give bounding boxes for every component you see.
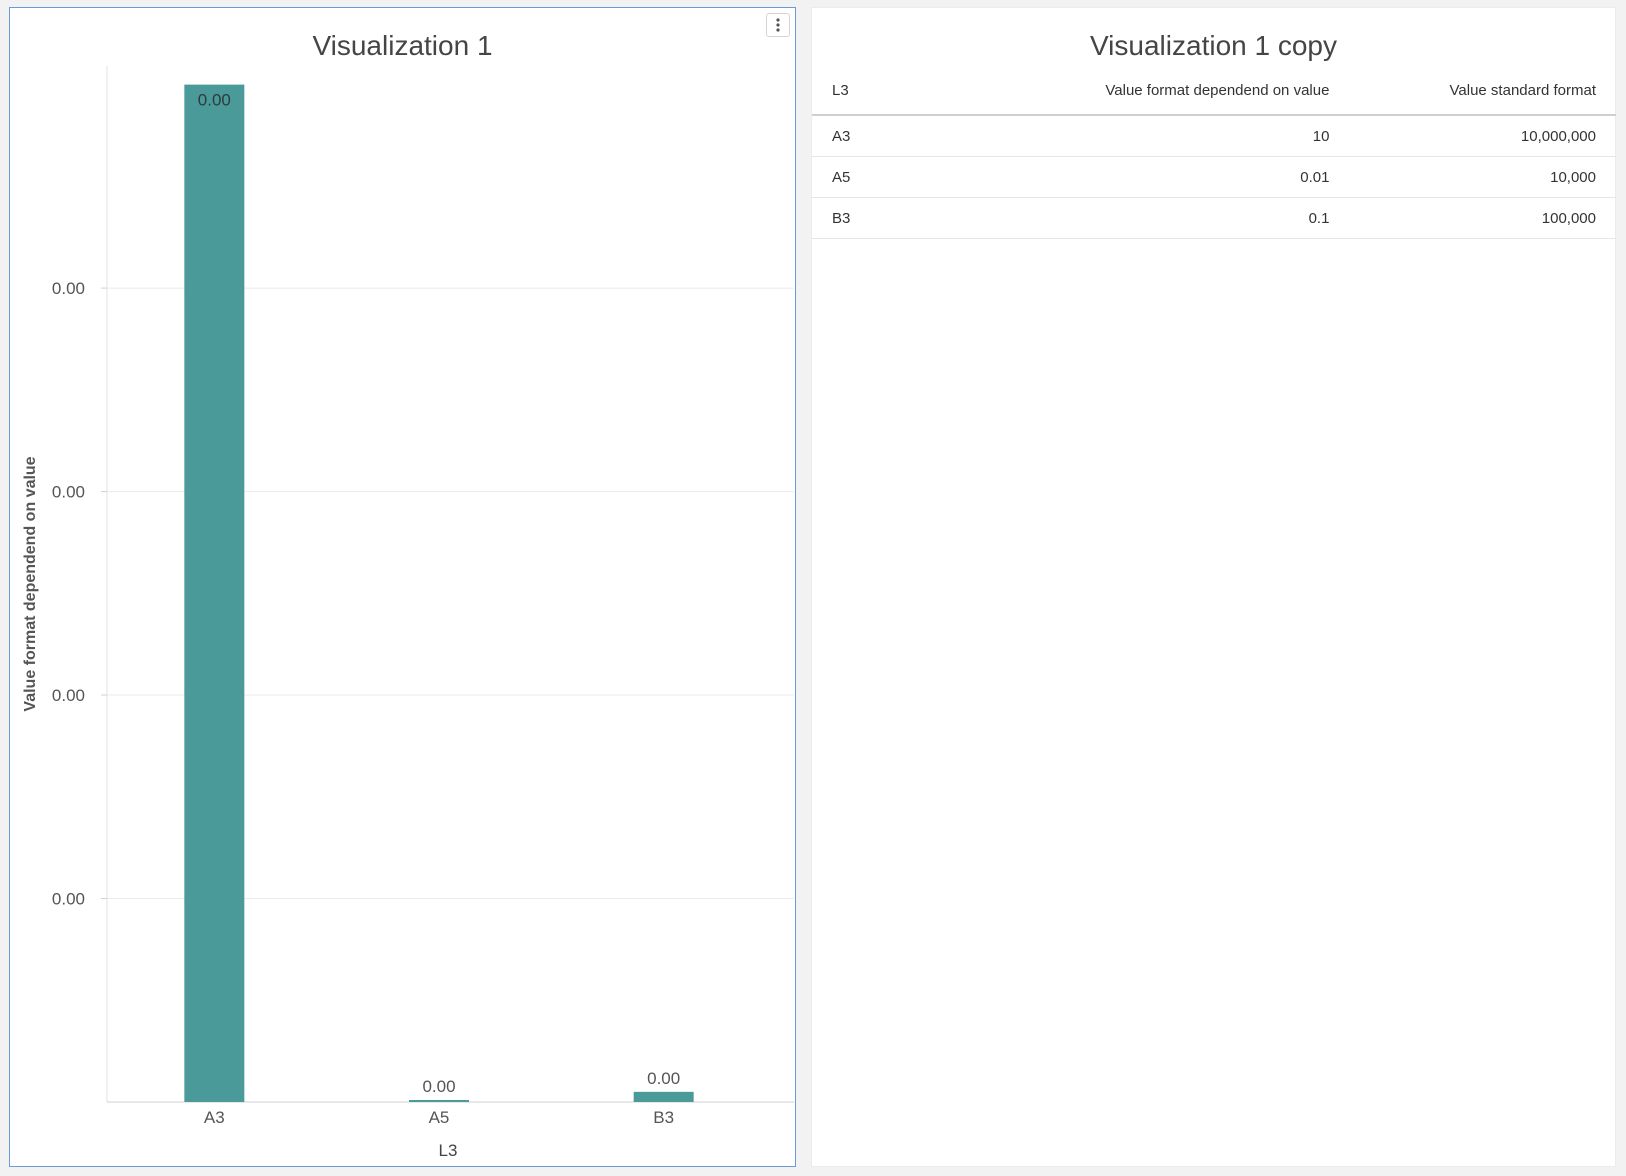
table-header-row: L3 Value format dependend on value Value… bbox=[812, 66, 1616, 116]
bar bbox=[184, 84, 245, 1102]
data-label: 0.00 bbox=[647, 1069, 680, 1088]
table-cell-value-format: 0.01 bbox=[972, 156, 1350, 198]
table-cell-value-standard: 10,000 bbox=[1349, 156, 1616, 198]
bar bbox=[409, 1100, 469, 1102]
panel-menu-button[interactable] bbox=[766, 13, 790, 37]
data-label: 0.00 bbox=[422, 1077, 455, 1096]
table-cell-value-format: 10 bbox=[972, 115, 1350, 157]
table-cell-l3: B3 bbox=[812, 197, 972, 239]
x-tick-label: A5 bbox=[429, 1108, 450, 1127]
table-cell-value-standard: 100,000 bbox=[1349, 197, 1616, 239]
column-header-value-format[interactable]: Value format dependend on value bbox=[972, 66, 1350, 116]
x-tick-label: A3 bbox=[204, 1108, 225, 1127]
panel-title: Visualization 1 bbox=[312, 30, 493, 61]
y-tick-label: 0.00 bbox=[52, 890, 85, 909]
column-header-l3[interactable]: L3 bbox=[812, 66, 972, 116]
column-header-value-standard[interactable]: Value standard format bbox=[1349, 66, 1616, 116]
table-cell-value-standard: 10,000,000 bbox=[1349, 115, 1616, 157]
table-cell-value-format: 0.1 bbox=[972, 197, 1350, 239]
bar-chart: 0.00 0.00 0.00 0.00 0.00 A3 0.00 A5 0.00 B3 L3 Valu… bbox=[22, 66, 794, 1160]
x-tick-label: B3 bbox=[653, 1108, 674, 1127]
table-row[interactable]: B3 0.1 100,000 bbox=[812, 197, 1616, 239]
y-tick-label: 0.00 bbox=[52, 483, 85, 502]
kebab-menu-icon bbox=[776, 18, 780, 32]
table-cell-l3: A5 bbox=[812, 156, 972, 198]
x-axis-title: L3 bbox=[439, 1141, 458, 1160]
data-table: L3 Value format dependend on value Value… bbox=[812, 66, 1616, 239]
table-row[interactable]: A3 10 10,000,000 bbox=[812, 115, 1616, 157]
panel-title: Visualization 1 copy bbox=[1090, 30, 1337, 61]
bar bbox=[633, 1091, 694, 1102]
visualization-1-copy-panel[interactable]: Visualization 1 copy L3 Value format dep… bbox=[811, 7, 1616, 1167]
table-cell-l3: A3 bbox=[812, 115, 972, 157]
y-tick-label: 0.00 bbox=[52, 686, 85, 705]
y-tick-label: 0.00 bbox=[52, 279, 85, 298]
visualization-1-panel[interactable]: Visualization 1 0.00 0.00 0.00 0.00 0.00 A3 0.… bbox=[9, 7, 796, 1167]
data-label: 0.00 bbox=[198, 91, 231, 110]
y-axis-title: Value format dependend on value bbox=[22, 456, 39, 711]
table-row[interactable]: A5 0.01 10,000 bbox=[812, 156, 1616, 198]
